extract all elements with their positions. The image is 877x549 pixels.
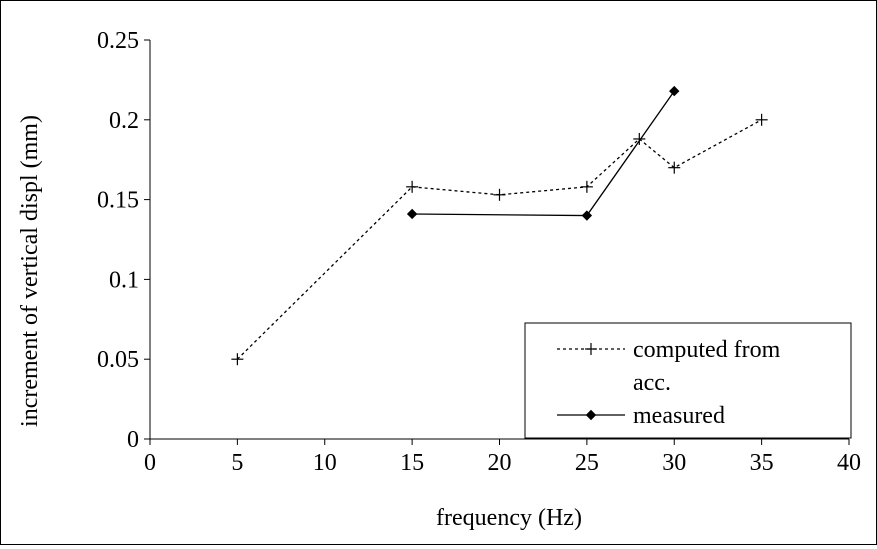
x-tick-label: 0 [144,450,156,476]
measured-line [412,90,675,217]
legend-box [524,322,852,439]
legend-label: measured [633,403,725,429]
legend-marker [585,409,597,421]
computed-point [633,132,646,145]
y-tick-label: 0.1 [109,267,139,293]
computed-point [755,113,768,126]
computed-point [231,353,244,366]
x-tick-label: 20 [488,450,512,476]
series-computed [231,113,768,366]
series-measured [406,85,680,221]
x-axis-title: frequency (Hz) [436,505,582,531]
x-tick-label: 35 [750,450,774,476]
y-tick-label: 0.25 [97,28,139,54]
x-tick-label: 5 [231,450,243,476]
x-tick-label: 10 [313,450,337,476]
y-tick-label: 0 [127,427,139,453]
series-layer [231,85,768,366]
legend-label: acc. [633,370,671,396]
computed-point [406,180,419,193]
computed-point [493,188,506,201]
x-tick-label: 40 [837,450,861,476]
computed-point [580,180,593,193]
legend-label: computed from [633,337,781,363]
x-tick-label: 25 [575,450,599,476]
x-tick-label: 30 [662,450,686,476]
legend-marker [585,343,597,355]
legend-sample-measured [557,409,625,421]
y-tick-label: 0.05 [97,347,139,373]
legend-sample-computed [557,343,625,355]
y-tick-label: 0.2 [109,108,139,134]
y-tick-label: 0.15 [97,188,139,214]
computed-point [668,161,681,174]
y-axis-title: increment of vertical displ (mm) [17,115,43,427]
x-tick-label: 15 [400,450,424,476]
axes: 0 0.05 0.1 0.15 0.2 0.25 0 5 10 15 20 25 30 35 40 [97,28,861,476]
measured-point [406,208,418,220]
legend: computed from acc. measured [524,322,852,439]
measured-point [669,85,680,97]
measured-point [581,210,593,221]
